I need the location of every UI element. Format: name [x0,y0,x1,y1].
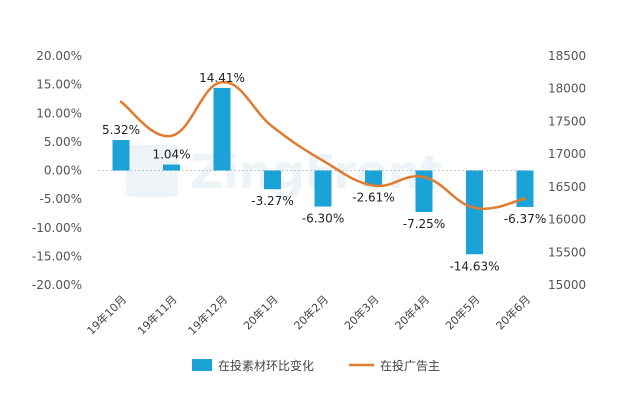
right-axis-tick-label: 18000 [548,82,586,96]
right-axis-tick-label: 18500 [548,49,586,63]
bar-data-label: 5.32% [102,123,140,137]
line-series [119,80,527,210]
x-axis-tick-label: 20年2月 [291,292,331,332]
x-axis-tick-label: 19年11月 [134,292,179,337]
left-axis-tick-label: -5.00% [40,192,82,206]
bar [264,170,281,190]
data-labels: 5.32% 1.04% 14.41% -3.27% -6.30% -2.61% -7.25%… [102,71,546,273]
right-axis-tick-label: 17000 [548,147,586,161]
bar [415,170,433,213]
x-axis-tick-label: 20年1月 [240,292,280,332]
x-axis-tick-label: 20年5月 [442,292,482,332]
left-axis: -20.00% -15.00% -10.00% -5.00% 0.00% 5.00% 10.… [32,49,82,292]
left-axis-tick-label: 10.00% [36,106,82,120]
right-axis-tick-label: 16500 [548,180,586,194]
left-axis-tick-label: -20.00% [32,278,82,292]
bar [213,88,231,171]
x-axis-tick-label: 19年12月 [185,292,230,337]
left-axis-tick-label: -15.00% [32,249,82,263]
bar-data-label: -7.25% [403,217,445,231]
right-axis-tick-label: 15500 [548,245,586,259]
bar-data-label: -6.37% [504,212,546,226]
bar-data-label: -3.27% [251,194,293,208]
bar [314,170,332,207]
bar [365,170,382,186]
x-axis-tick-label: 20年3月 [341,292,381,332]
legend: 在投素材环比变化 在投广告主 [192,358,440,373]
legend-bar-swatch [192,359,212,371]
x-axis-tick-label: 20年6月 [493,292,533,332]
right-axis: 15000 15500 16000 16500 17000 17500 18000 18500 [548,49,586,292]
advertisers-line [119,80,527,210]
bar-data-label: 14.41% [199,71,245,85]
bar [516,170,534,207]
bar-data-label: -2.61% [352,190,394,204]
bar [163,164,180,171]
bar-data-label: -6.30% [302,212,344,226]
bar-data-label: 1.04% [152,148,190,162]
left-axis-tick-label: 0.00% [44,164,82,178]
right-axis-tick-label: 17500 [548,114,586,128]
bar [112,140,130,171]
right-axis-tick-label: 16000 [548,213,586,227]
bar [466,170,483,255]
x-axis-tick-label: 20年4月 [392,292,432,332]
legend-line-label: 在投广告主 [380,358,440,373]
left-axis-tick-label: 20.00% [36,49,82,63]
left-axis-tick-label: 5.00% [44,135,82,149]
left-axis-tick-label: -10.00% [32,221,82,235]
x-axis: 19年10月 19年11月 19年12月 20年1月 20年2月 20年3月 20年4月 20… [84,292,533,337]
right-axis-tick-label: 15000 [548,278,586,292]
left-axis-tick-label: 15.00% [36,78,82,92]
x-axis-tick-label: 19年10月 [84,292,129,337]
bars [112,88,534,255]
legend-bar-label: 在投素材环比变化 [218,358,314,373]
bar-data-label: -14.63% [449,259,499,273]
